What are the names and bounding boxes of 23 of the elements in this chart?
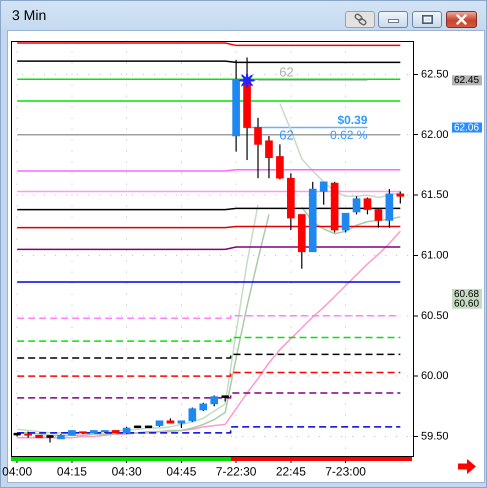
y2-tick-label: 62.45: [454, 75, 480, 86]
y2-tick-label: 60.68: [454, 288, 480, 300]
y2-tick-label: 62.06: [454, 122, 480, 134]
x-tick-label: 7-23:00: [325, 464, 366, 479]
y-tick-label: 60.50: [421, 310, 449, 322]
y-tick-label: 61.00: [421, 249, 449, 262]
x-tick-label: 04:00: [2, 464, 33, 479]
annotation: $0.39: [337, 112, 368, 127]
y-tick-label: 59.50: [421, 430, 449, 443]
x-tick-label: 04:45: [166, 464, 197, 479]
annotation: 62: [279, 64, 294, 80]
annotation: 0.62 %: [330, 128, 368, 142]
y-tick-label: 62.00: [421, 128, 449, 141]
x-tick-label: 04:30: [112, 464, 142, 479]
y-tick-label: 62.50: [421, 68, 449, 80]
chart-title: 3 Min: [12, 7, 46, 24]
y2-tick-label: 60.60: [454, 298, 480, 310]
x-tick-label: 7-22:30: [216, 464, 257, 479]
annotation: 62: [279, 128, 294, 143]
y-tick-label: 60.00: [421, 370, 449, 382]
y-tick-label: 61.50: [421, 189, 449, 202]
x-tick-label: 22:45: [276, 464, 306, 479]
x-tick-label: 04:15: [56, 464, 88, 479]
